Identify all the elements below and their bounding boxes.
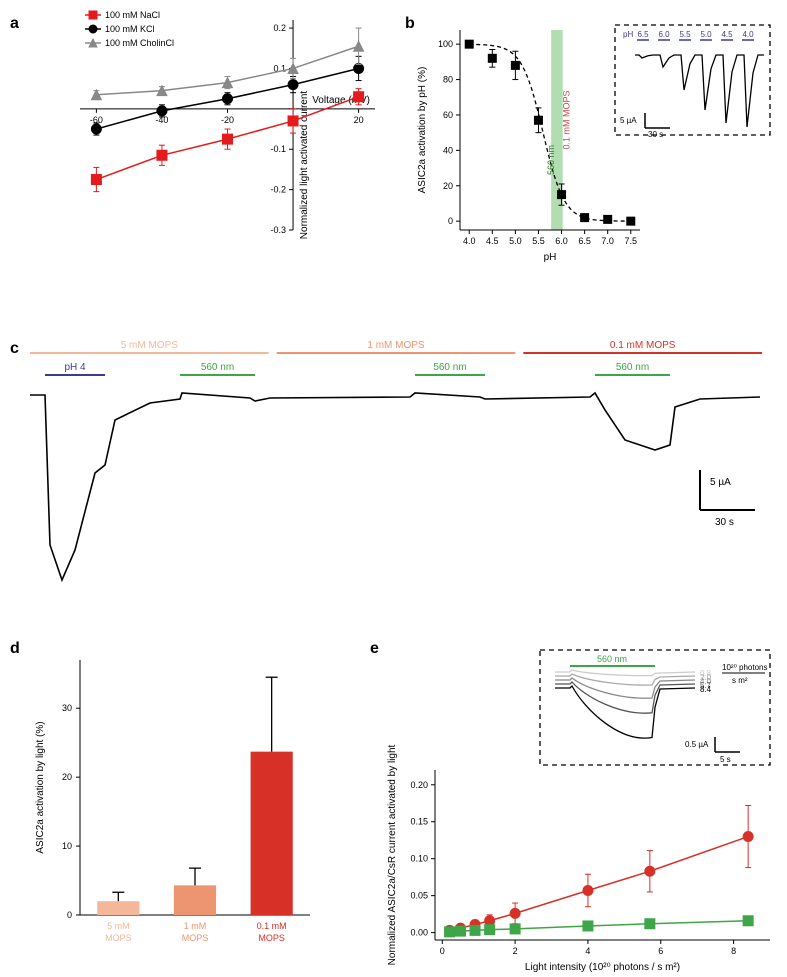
svg-text:pH 4: pH 4 <box>64 362 86 373</box>
svg-text:0.1 mM MOPS: 0.1 mM MOPS <box>562 90 572 149</box>
svg-text:40: 40 <box>443 145 453 155</box>
svg-text:pH: pH <box>544 252 557 263</box>
svg-text:5 mM: 5 mM <box>107 921 130 931</box>
svg-text:560 nm: 560 nm <box>597 654 627 664</box>
svg-text:4: 4 <box>585 946 590 956</box>
svg-text:-0.3: -0.3 <box>271 225 287 235</box>
svg-text:Normalized light activated cur: Normalized light activated current <box>299 91 310 240</box>
svg-text:0.00: 0.00 <box>410 928 428 938</box>
svg-text:10: 10 <box>62 841 72 851</box>
svg-text:0.15: 0.15 <box>410 817 428 827</box>
svg-text:s m²: s m² <box>732 676 748 685</box>
svg-text:5 µA: 5 µA <box>710 477 731 488</box>
panel-a-chart: -60-40-2020-0.3-0.2-0.10.10.2Voltage (mV… <box>25 0 395 250</box>
svg-text:7.0: 7.0 <box>601 236 614 246</box>
svg-text:560 nm: 560 nm <box>433 362 466 373</box>
panel-d-bar: 0 10 20 30 ASIC2a activation by light (%) 5 m… <box>25 650 335 970</box>
svg-text:100: 100 <box>438 39 453 49</box>
svg-text:20: 20 <box>354 115 364 125</box>
svg-text:6.5: 6.5 <box>578 236 591 246</box>
svg-text:MOPS: MOPS <box>182 933 209 943</box>
svg-text:30 s: 30 s <box>715 517 734 528</box>
svg-text:4.5: 4.5 <box>486 236 499 246</box>
panel-e-label: e <box>370 640 379 658</box>
svg-text:100 mM KCl: 100 mM KCl <box>105 24 155 34</box>
svg-text:0: 0 <box>440 946 445 956</box>
svg-text:2: 2 <box>513 946 518 956</box>
svg-text:20: 20 <box>443 181 453 191</box>
svg-text:-0.2: -0.2 <box>271 185 287 195</box>
svg-text:6.0: 6.0 <box>658 30 670 39</box>
svg-text:30: 30 <box>62 703 72 713</box>
svg-text:80: 80 <box>443 75 453 85</box>
svg-text:8.4: 8.4 <box>700 685 712 694</box>
svg-text:20: 20 <box>62 772 72 782</box>
svg-text:0.2: 0.2 <box>274 23 287 33</box>
svg-text:Normalized ASIC2a/CsR current: Normalized ASIC2a/CsR current activated … <box>387 744 398 965</box>
svg-text:4.5: 4.5 <box>721 30 733 39</box>
svg-text:560 nm: 560 nm <box>546 145 556 175</box>
panel-d-label: d <box>10 640 20 658</box>
svg-text:5 mM MOPS: 5 mM MOPS <box>121 340 179 351</box>
svg-text:5 µA: 5 µA <box>620 116 637 125</box>
svg-text:10²⁰ photons: 10²⁰ photons <box>722 663 767 672</box>
svg-text:ASIC2a activation by light (%): ASIC2a activation by light (%) <box>35 721 46 853</box>
svg-text:100 mM NaCl: 100 mM NaCl <box>105 10 160 20</box>
panel-a-label: a <box>10 15 19 33</box>
panel-c-label: c <box>10 340 19 358</box>
svg-text:5 s: 5 s <box>720 755 731 764</box>
svg-text:5.5: 5.5 <box>679 30 691 39</box>
panel-b-chart: 4.0 4.5 5.0 5.5 6.0 6.5 7.0 7.5 0 20 40 60 80 100 pH AS… <box>410 10 780 270</box>
svg-text:-0.1: -0.1 <box>271 144 287 154</box>
svg-text:1 mM: 1 mM <box>184 921 207 931</box>
svg-text:5.0: 5.0 <box>700 30 712 39</box>
svg-text:560 nm: 560 nm <box>616 362 649 373</box>
svg-text:30 s: 30 s <box>648 130 663 139</box>
svg-text:5.5: 5.5 <box>532 236 545 246</box>
svg-text:100 mM CholinCl: 100 mM CholinCl <box>105 38 174 48</box>
svg-text:-20: -20 <box>221 115 234 125</box>
svg-text:0.20: 0.20 <box>410 780 428 790</box>
svg-text:60: 60 <box>443 110 453 120</box>
svg-text:pH: pH <box>623 30 633 39</box>
svg-text:MOPS: MOPS <box>105 933 132 943</box>
svg-text:ASIC2a activation by pH (%): ASIC2a activation by pH (%) <box>417 67 428 194</box>
svg-text:0: 0 <box>448 216 453 226</box>
svg-text:MOPS: MOPS <box>258 933 285 943</box>
svg-text:0.05: 0.05 <box>410 891 428 901</box>
svg-text:6.5: 6.5 <box>637 30 649 39</box>
svg-text:0: 0 <box>67 910 72 920</box>
svg-text:6.0: 6.0 <box>555 236 568 246</box>
svg-text:Light intensity (10²⁰ photons: Light intensity (10²⁰ photons / s m²) <box>525 962 680 973</box>
svg-text:0.5 µA: 0.5 µA <box>685 740 709 749</box>
svg-text:6: 6 <box>658 946 663 956</box>
svg-text:0.1 mM MOPS: 0.1 mM MOPS <box>610 340 676 351</box>
svg-text:5.0: 5.0 <box>509 236 522 246</box>
svg-text:7.5: 7.5 <box>625 236 638 246</box>
svg-text:4.0: 4.0 <box>463 236 476 246</box>
svg-text:1 mM MOPS: 1 mM MOPS <box>367 340 425 351</box>
svg-text:560 nm: 560 nm <box>201 362 234 373</box>
svg-text:4.0: 4.0 <box>742 30 754 39</box>
panel-c-trace: 5 mM MOPS 1 mM MOPS 0.1 mM MOPS pH 4 560 nm 5… <box>20 335 780 595</box>
svg-text:0.1 mM: 0.1 mM <box>257 921 287 931</box>
panel-e-chart: 0 2 4 6 8 0.00 0.05 0.10 0.15 0.20 Light intensity… <box>380 645 785 975</box>
svg-text:8: 8 <box>731 946 736 956</box>
svg-text:0.10: 0.10 <box>410 854 428 864</box>
